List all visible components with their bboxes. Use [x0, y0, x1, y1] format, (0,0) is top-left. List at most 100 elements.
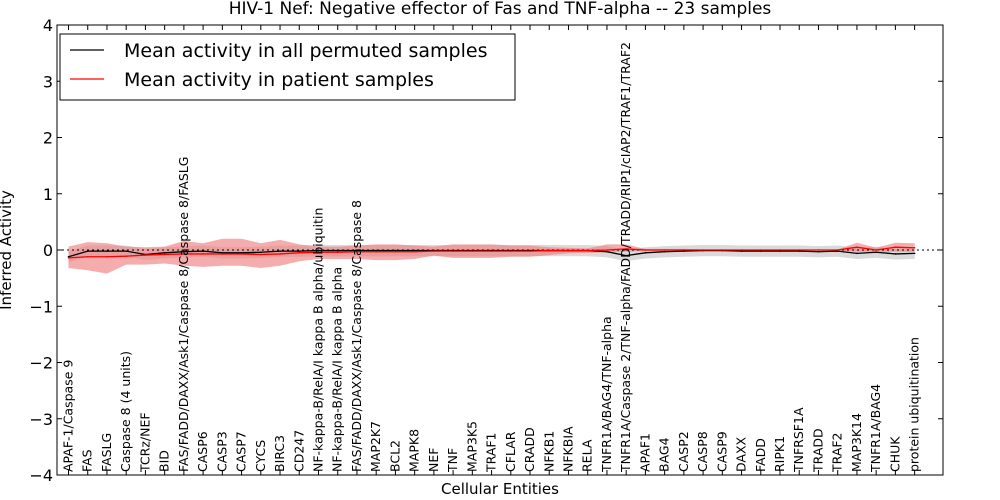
x-tick-label: CASP3: [214, 431, 229, 472]
data-point-patient: [67, 257, 70, 259]
data-point-patient: [471, 250, 474, 252]
x-tick-label: NFKB1: [541, 431, 556, 472]
y-tick-label: 4: [43, 16, 53, 35]
x-tick-label: protein ubiquitination: [907, 337, 922, 472]
y-tick-label: 2: [43, 129, 53, 148]
data-point-permuted: [856, 252, 858, 255]
x-tick-label: TNF: [445, 448, 460, 473]
data-point-permuted: [836, 250, 839, 252]
legend: Mean activity in all permuted samples Me…: [59, 33, 516, 101]
x-tick-label: BCL2: [387, 440, 402, 472]
data-point-permuted: [221, 252, 224, 254]
data-point-patient: [490, 250, 493, 252]
data-point-permuted: [913, 252, 916, 255]
y-axis: −4 −3 −2 −1 0 1 2 3 4: [29, 16, 943, 485]
y-axis-title: Inferred Activity: [0, 190, 15, 310]
data-point-patient: [702, 249, 704, 251]
x-axis-title: Cellular Entities: [441, 480, 559, 498]
x-tick-label: CD247: [291, 430, 306, 472]
x-tick-label: TNFR1A/BAG4: [868, 384, 883, 473]
data-point-patient: [567, 249, 570, 252]
data-point-permuted: [106, 250, 108, 252]
category-labels: APAF-1/Caspase 9 FAS FASLG Caspase 8 (4 uni…: [61, 42, 922, 473]
data-point-patient: [644, 249, 647, 251]
data-point-patient: [625, 248, 627, 250]
x-tick-label: TNFR1A/BAG4/TNF-alpha: [599, 316, 614, 473]
data-point-permuted: [279, 250, 281, 252]
data-point-patient: [606, 249, 608, 251]
data-point-patient: [779, 249, 781, 251]
data-point-patient: [663, 249, 666, 251]
data-point-permuted: [779, 250, 781, 252]
y-tick-label: −4: [29, 466, 53, 485]
x-tick-label: DAXX: [734, 436, 749, 472]
data-point-permuted: [356, 249, 358, 252]
data-point-patient: [298, 252, 301, 254]
y-tick-label: −3: [29, 410, 53, 429]
x-tick-label: MAP2K7: [368, 421, 383, 472]
y-tick-label: −1: [29, 297, 53, 316]
x-tick-label: TNFR1A/Caspase 2/TNF-alpha/FADD/TRADD/RI…: [618, 42, 633, 473]
data-point-patient: [279, 253, 281, 255]
data-point-patient: [798, 249, 801, 251]
data-point-patient: [336, 251, 339, 254]
x-tick-label: CYCS: [253, 440, 268, 472]
x-tick-label: TCRz/NEF: [137, 412, 152, 473]
y-tick-label: −2: [29, 354, 53, 373]
data-point-patient: [86, 255, 89, 258]
x-tick-label: NF-kappa-B/RelA/I kappa B alpha/ubiquiti…: [310, 208, 325, 472]
x-tick-label: FADD: [753, 438, 768, 472]
data-point-permuted: [317, 249, 320, 252]
x-tick-label: CASP7: [234, 431, 249, 472]
x-tick-label: MAP3K5: [464, 421, 479, 472]
x-tick-label: BID: [157, 450, 172, 472]
x-tick-label: FAS/FADD/DAXX/Ask1/Caspase 8/Caspase 8: [349, 200, 364, 472]
data-point-permuted: [125, 250, 127, 252]
data-point-permuted: [606, 250, 608, 253]
x-tick-label: MAPK8: [407, 429, 422, 472]
x-tick-label: FAS/FADD/DAXX/Ask1/Caspase 8/Caspase 8/F…: [176, 157, 191, 472]
data-point-patient: [183, 253, 185, 255]
data-point-patient: [356, 250, 358, 253]
data-point-patient: [221, 253, 224, 255]
data-point-permuted: [163, 252, 166, 254]
data-point-permuted: [240, 252, 243, 254]
data-point-patient: [683, 249, 685, 251]
data-point-patient: [875, 249, 877, 251]
data-point-permuted: [67, 255, 70, 258]
y-tick-label: 0: [43, 241, 53, 260]
x-tick-label: FASLG: [99, 433, 114, 472]
data-point-patient: [125, 255, 127, 257]
x-tick-label: NF-kappa-B/RelA/I kappa B alpha: [330, 267, 345, 472]
x-tick-label: CHUK: [887, 436, 902, 472]
x-tick-label: TRADD: [810, 428, 825, 473]
data-point-permuted: [202, 250, 204, 252]
data-point-patient: [586, 249, 589, 252]
x-tick-label: APAF-1/Caspase 9: [61, 360, 76, 472]
data-point-permuted: [759, 250, 762, 252]
data-point-patient: [836, 249, 839, 251]
data-point-patient: [240, 253, 243, 255]
data-point-patient: [144, 254, 147, 256]
data-point-patient: [202, 253, 204, 255]
data-point-patient: [721, 249, 724, 251]
x-tick-label: RELA: [580, 439, 595, 472]
x-tick-label: CASP9: [714, 431, 729, 472]
data-point-patient: [817, 249, 820, 251]
x-tick-label: CASP8: [695, 431, 710, 472]
x-tick-label: TRAF2: [830, 432, 845, 473]
data-point-permuted: [375, 249, 377, 252]
legend-box: [59, 33, 516, 101]
band-patient: [68, 238, 915, 274]
x-tick-label: CASP2: [676, 431, 691, 472]
data-point-permuted: [260, 251, 262, 254]
data-point-permuted: [740, 250, 743, 252]
data-point-permuted: [798, 250, 801, 252]
x-tick-label: FAS: [80, 449, 95, 472]
x-tick-label: APAF1: [637, 433, 652, 472]
data-point-permuted: [413, 249, 416, 252]
data-point-permuted: [298, 250, 301, 252]
data-point-patient: [856, 246, 858, 248]
x-tick-label: RIPK1: [772, 436, 787, 472]
